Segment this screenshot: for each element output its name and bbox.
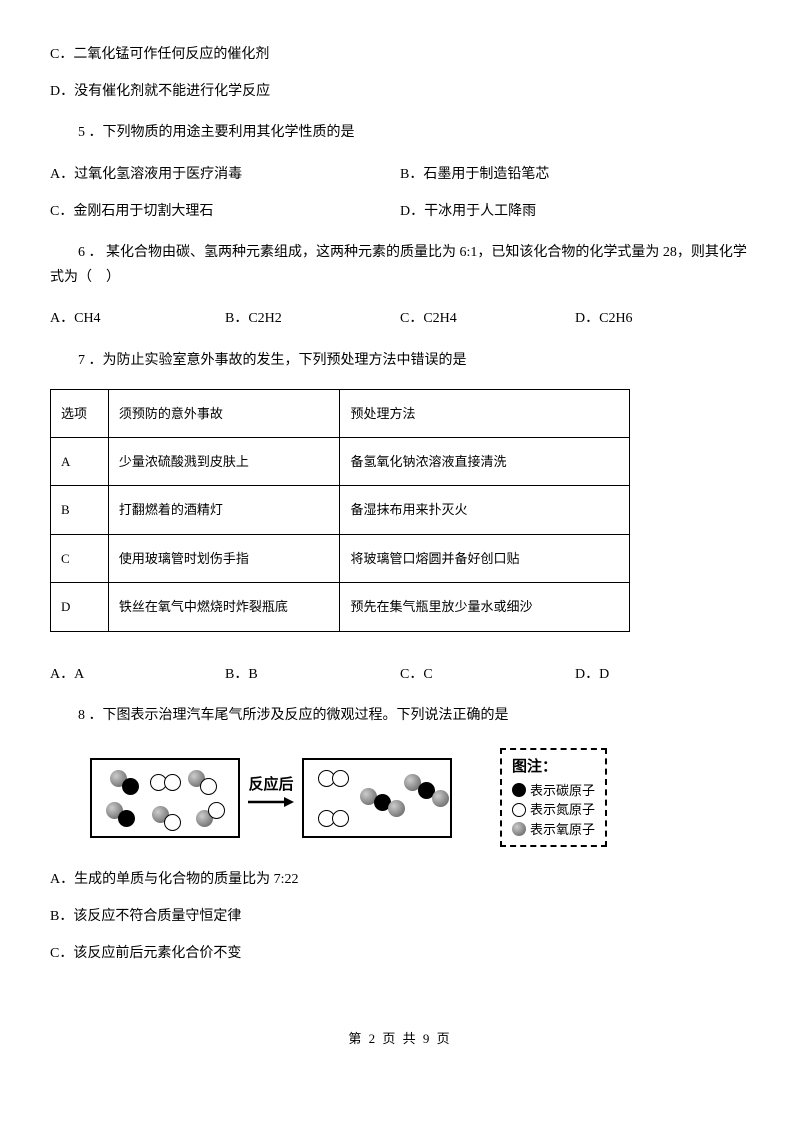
carbon-atom <box>118 810 135 827</box>
q8-opt-c: C．该反应前后元素化合价不变 <box>50 941 750 966</box>
nitrogen-atom <box>332 770 349 787</box>
q7-opt-d: D．D <box>575 662 750 687</box>
q7-opt-b: B．B <box>225 662 400 687</box>
products-box <box>302 758 452 838</box>
q5-opt-b: B．石墨用于制造铅笔芯 <box>400 162 750 187</box>
q6-opt-b: B．C2H2 <box>225 306 400 331</box>
q7-th-method: 预处理方法 <box>340 389 630 437</box>
legend-nitrogen-row: 表示氮原子 <box>512 800 595 820</box>
q7-table: 选项 须预防的意外事故 预处理方法 A 少量浓硫酸溅到皮肤上 备氢氧化钠浓溶液直… <box>50 389 630 632</box>
q8-diagram: 反应后 图注： 表示碳原子 表示氮原子 表示氧原子 <box>90 748 750 847</box>
q8-opt-b: B．该反应不符合质量守恒定律 <box>50 904 750 929</box>
nitrogen-atom <box>164 774 181 791</box>
q8-text: 8 ．下图表示治理汽车尾气所涉及反应的微观过程。下列说法正确的是 <box>50 703 750 728</box>
carbon-atom <box>122 778 139 795</box>
nitrogen-icon <box>512 803 526 817</box>
table-row: D 铁丝在氧气中燃烧时炸裂瓶底 预先在集气瓶里放少量水或细沙 <box>51 583 630 631</box>
carbon-icon <box>512 783 526 797</box>
table-row: C 使用玻璃管时划伤手指 将玻璃管口熔圆并备好创口贴 <box>51 534 630 582</box>
q6-opt-c: C．C2H4 <box>400 306 575 331</box>
oxygen-atom <box>432 790 449 807</box>
q7-th-incident: 须预防的意外事故 <box>108 389 340 437</box>
q7-text: 7 ．为防止实验室意外事故的发生，下列预处理方法中错误的是 <box>50 348 750 373</box>
nitrogen-atom <box>208 802 225 819</box>
nitrogen-atom <box>332 810 349 827</box>
q8-opt-a: A．生成的单质与化合物的质量比为 7:22 <box>50 867 750 892</box>
q7-th-opt: 选项 <box>51 389 109 437</box>
legend-carbon-row: 表示碳原子 <box>512 781 595 801</box>
reactants-box <box>90 758 240 838</box>
q6-text: 6 ． 某化合物由碳、氢两种元素组成，这两种元素的质量比为 6:1，已知该化合物… <box>50 240 750 290</box>
legend-title: 图注： <box>512 756 595 779</box>
q5-opt-c: C．金刚石用于切割大理石 <box>50 199 400 224</box>
table-row: B 打翻燃着的酒精灯 备湿抹布用来扑灭火 <box>51 486 630 534</box>
q5-text: 5 ．下列物质的用途主要利用其化学性质的是 <box>50 120 750 145</box>
oxygen-atom <box>388 800 405 817</box>
nitrogen-atom <box>164 814 181 831</box>
oxygen-icon <box>512 822 526 836</box>
q6-opt-d: D．C2H6 <box>575 306 750 331</box>
legend-box: 图注： 表示碳原子 表示氮原子 表示氧原子 <box>500 748 607 847</box>
legend-oxygen-row: 表示氧原子 <box>512 820 595 840</box>
q5-opt-a: A．过氧化氢溶液用于医疗消毒 <box>50 162 400 187</box>
q6-opt-a: A．CH4 <box>50 306 225 331</box>
nitrogen-atom <box>200 778 217 795</box>
q-prev-opt-c: C．二氧化锰可作任何反应的催化剂 <box>50 42 750 67</box>
reaction-arrow: 反应后 <box>248 777 294 819</box>
table-row: A 少量浓硫酸溅到皮肤上 备氢氧化钠浓溶液直接清洗 <box>51 438 630 486</box>
q-prev-opt-d: D．没有催化剂就不能进行化学反应 <box>50 79 750 104</box>
q5-opt-d: D．干冰用于人工降雨 <box>400 199 750 224</box>
q7-opt-c: C．C <box>400 662 575 687</box>
q7-opt-a: A．A <box>50 662 225 687</box>
page-footer: 第 2 页 共 9 页 <box>50 1027 750 1050</box>
arrow-icon <box>248 795 294 809</box>
